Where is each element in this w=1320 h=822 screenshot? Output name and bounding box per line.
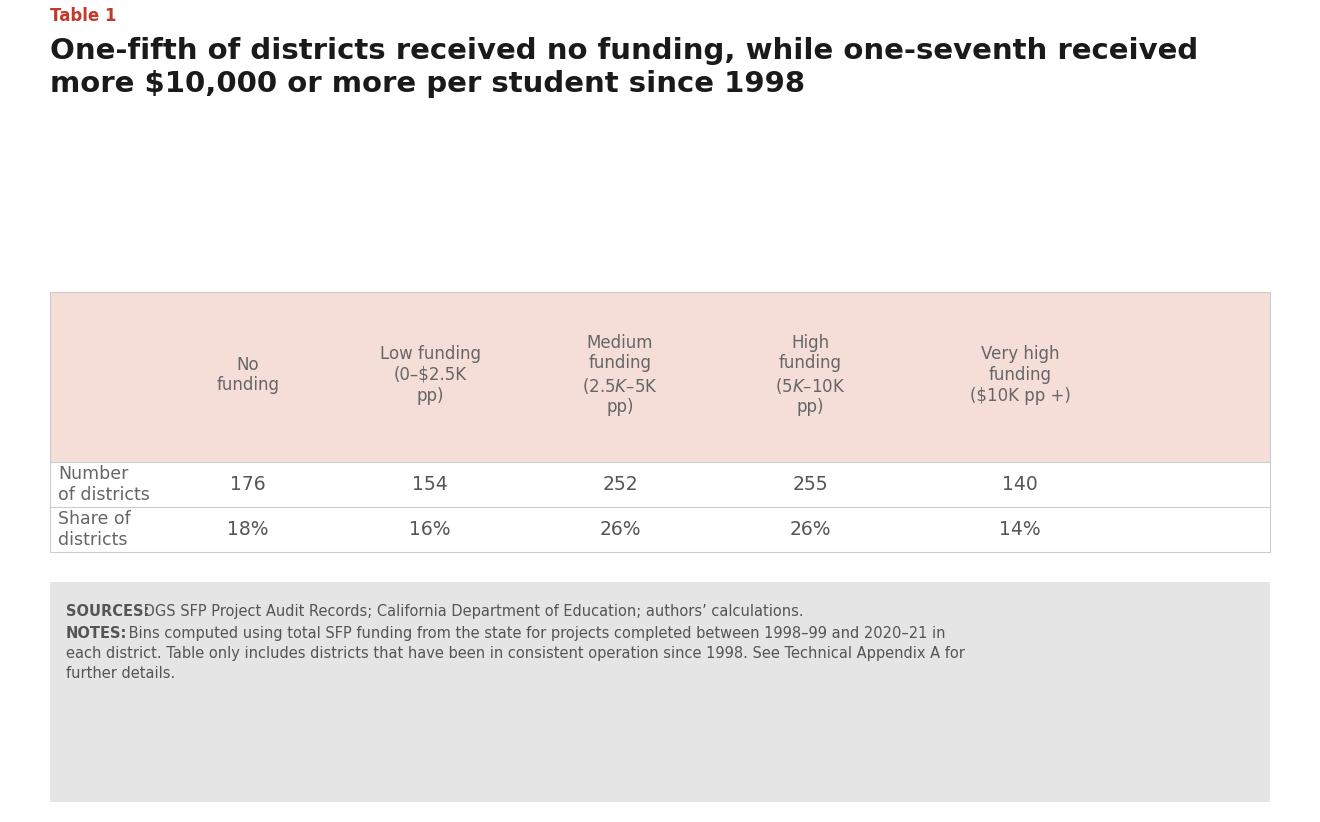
Text: Medium
funding
($2.5K–$5K
pp): Medium funding ($2.5K–$5K pp) <box>582 334 657 417</box>
Text: Number
of districts: Number of districts <box>58 465 150 504</box>
Text: Bins computed using total SFP funding from the state for projects completed betw: Bins computed using total SFP funding fr… <box>124 626 945 641</box>
Bar <box>50 292 1270 552</box>
Text: more $10,000 or more per student since 1998: more $10,000 or more per student since 1… <box>50 70 805 98</box>
Text: Table 1: Table 1 <box>50 7 116 25</box>
Text: 176: 176 <box>230 475 265 494</box>
Text: each district. Table only includes districts that have been in consistent operat: each district. Table only includes distr… <box>66 646 965 661</box>
Text: 140: 140 <box>1002 475 1038 494</box>
Text: DGS SFP Project Audit Records; California Department of Education; authors’ calc: DGS SFP Project Audit Records; Californi… <box>139 604 804 619</box>
Text: Low funding
(0–$2.5K
pp): Low funding (0–$2.5K pp) <box>380 345 480 404</box>
Text: 255: 255 <box>792 475 828 494</box>
Text: SOURCES:: SOURCES: <box>66 604 149 619</box>
Text: 18%: 18% <box>227 520 269 539</box>
Text: 252: 252 <box>602 475 638 494</box>
Text: further details.: further details. <box>66 666 176 681</box>
Text: 26%: 26% <box>599 520 640 539</box>
Bar <box>50 292 1270 462</box>
Text: Share of
districts: Share of districts <box>58 510 131 549</box>
Bar <box>50 582 1270 802</box>
Text: High
funding
($5K–$10K
pp): High funding ($5K–$10K pp) <box>775 334 845 417</box>
Text: No
funding: No funding <box>216 356 280 395</box>
Text: 26%: 26% <box>789 520 830 539</box>
Text: NOTES:: NOTES: <box>66 626 127 641</box>
Text: One-fifth of districts received no funding, while one-seventh received: One-fifth of districts received no fundi… <box>50 37 1199 65</box>
Text: 154: 154 <box>412 475 447 494</box>
Text: 16%: 16% <box>409 520 450 539</box>
Text: Very high
funding
($10K pp +): Very high funding ($10K pp +) <box>970 345 1071 404</box>
Text: 14%: 14% <box>999 520 1040 539</box>
Bar <box>50 462 1270 552</box>
